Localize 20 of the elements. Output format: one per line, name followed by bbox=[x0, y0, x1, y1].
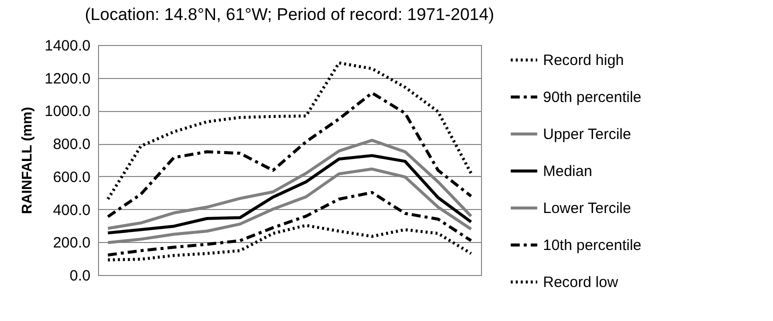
legend-label: 10th percentile bbox=[543, 237, 642, 254]
y-tick-label: 800.0 bbox=[52, 136, 90, 154]
y-tick-label: 1400.0 bbox=[44, 38, 90, 54]
line-series bbox=[106, 91, 473, 218]
legend-label: Median bbox=[543, 163, 592, 180]
legend-label: Record low bbox=[543, 274, 618, 291]
y-tick-label: 600.0 bbox=[52, 168, 90, 186]
y-tick-label: 1200.0 bbox=[44, 70, 90, 88]
legend-label: Record high bbox=[543, 52, 624, 69]
y-tick-label: 0.0 bbox=[70, 268, 90, 284]
line-series bbox=[106, 61, 473, 201]
y-tick-label: 1000.0 bbox=[44, 103, 90, 120]
y-axis-title: RAINFALL (mm) bbox=[18, 106, 35, 214]
y-tick-label: 200.0 bbox=[52, 234, 90, 252]
y-tick-label: 400.0 bbox=[52, 202, 90, 219]
legend-label: Lower Tercile bbox=[543, 200, 632, 217]
chart-title: (Location: 14.8°N, 61°W; Period of record: 1971-2014) bbox=[84, 5, 494, 24]
legend-label: 90th percentile bbox=[543, 89, 642, 106]
line-series bbox=[106, 154, 473, 234]
legend-label: Upper Tercile bbox=[543, 126, 632, 143]
